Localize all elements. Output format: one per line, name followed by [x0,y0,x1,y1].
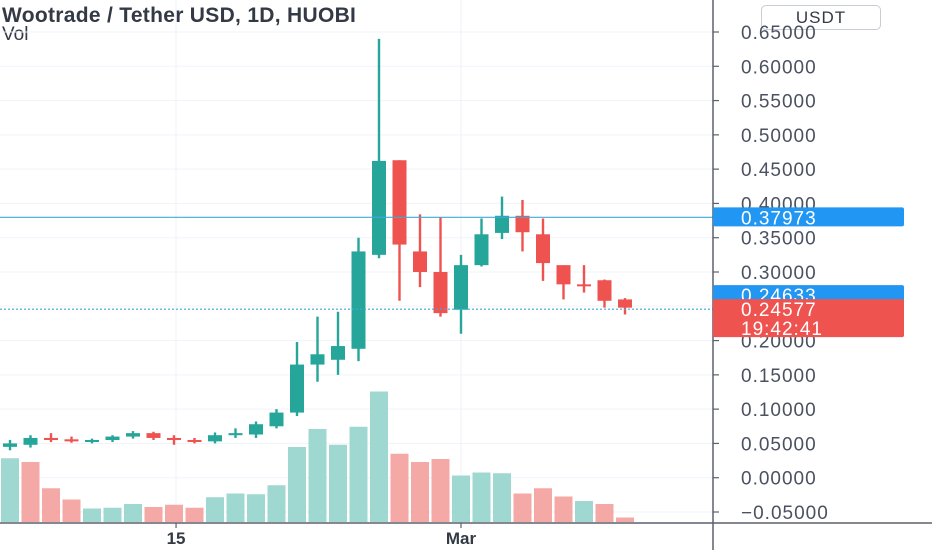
candle-body [597,280,612,301]
currency-button[interactable]: USDT [761,5,881,30]
candle-body [64,439,79,442]
y-tick-label: 0.30000 [741,263,817,284]
volume-bar [144,507,163,522]
candle-body [290,364,304,413]
y-tick-label: 0.35000 [741,229,817,250]
y-tick-label: 0.10000 [741,400,817,421]
volume-label: Vol [2,24,29,45]
horizontal-lines[interactable] [0,216,713,310]
chart-title: Wootrade / Tether USD, 1D, HUOBI [2,4,357,27]
volume-bar [472,472,491,522]
price-tag-bg [713,207,904,227]
x-tick-label: 15 [167,529,186,548]
candle-body [536,234,550,264]
candle-body [44,437,58,440]
candle-body [577,284,591,287]
candle-body [372,160,386,255]
volume-bar [103,507,122,522]
candle-body [208,435,222,442]
y-tick-label: 0.15000 [741,366,817,387]
y-tick-label: 0.55000 [741,92,817,113]
candle-body [392,160,407,245]
price-tag-bg [713,299,904,338]
price-tag-countdown: 19:42:41 [741,319,823,340]
volume-bar [21,462,40,522]
candle-body [454,265,468,310]
candle-body [618,299,632,308]
y-tick-label: −0.05000 [741,503,829,524]
price-tag: 0.37973 [713,207,904,229]
volume-bar [83,508,101,522]
volume-bar [308,429,327,522]
candle-body [556,265,571,285]
volume-bar [513,493,532,522]
volume-bar [411,462,429,522]
volume-bar [452,475,470,522]
volume-bar [1,458,19,522]
x-tick-label: Mar [446,529,477,548]
volume-bar [62,499,81,522]
y-tick-label: 0.05000 [741,434,817,455]
candle-body [126,433,140,437]
candle-body [474,234,489,266]
candle-body [167,437,181,440]
candle-body [269,412,284,427]
candle-body [351,251,366,349]
candle-body [187,440,202,442]
y-tick-label: 0.50000 [741,126,817,147]
candle-body [3,443,17,447]
price-tag-label: 0.24577 [741,300,817,321]
volume-bar [165,504,183,522]
candle-body [310,354,325,365]
candle-body [413,251,427,272]
volume-bar [595,504,614,522]
volume-bar [349,426,368,522]
volume-bar [431,459,450,522]
candle-body [433,272,448,314]
price-tag-label: 0.37973 [741,208,817,229]
candle-body [249,424,263,435]
volume-bars [1,391,634,522]
candle-body [105,436,120,440]
candle-body [331,346,345,360]
candle-body [515,215,530,233]
candlesticks [3,38,632,451]
volume-bar [370,391,388,522]
volume-bar [226,493,245,522]
volume-bar [534,488,552,522]
volume-bar [554,496,573,522]
volume-bar [616,517,634,522]
candle-body [228,433,243,436]
volume-bar [206,497,224,522]
y-tick-label: 0.45000 [741,160,817,181]
volume-bar [288,447,306,522]
volume-bar [185,507,204,522]
volume-bar [124,504,142,522]
volume-bar [493,473,511,522]
volume-bar [390,453,409,522]
volume-bar [267,485,286,522]
volume-bar [575,501,593,522]
volume-bar [329,444,347,522]
y-tick-label: 0.65000 [741,23,817,44]
y-tick-label: 0.60000 [741,57,817,78]
candle-body [146,433,161,438]
candle-body [495,215,509,233]
y-tick-label: 0.00000 [741,469,817,490]
volume-bar [247,494,265,522]
candle-body [23,437,38,445]
candle-body [85,440,99,442]
volume-bar [42,488,60,522]
